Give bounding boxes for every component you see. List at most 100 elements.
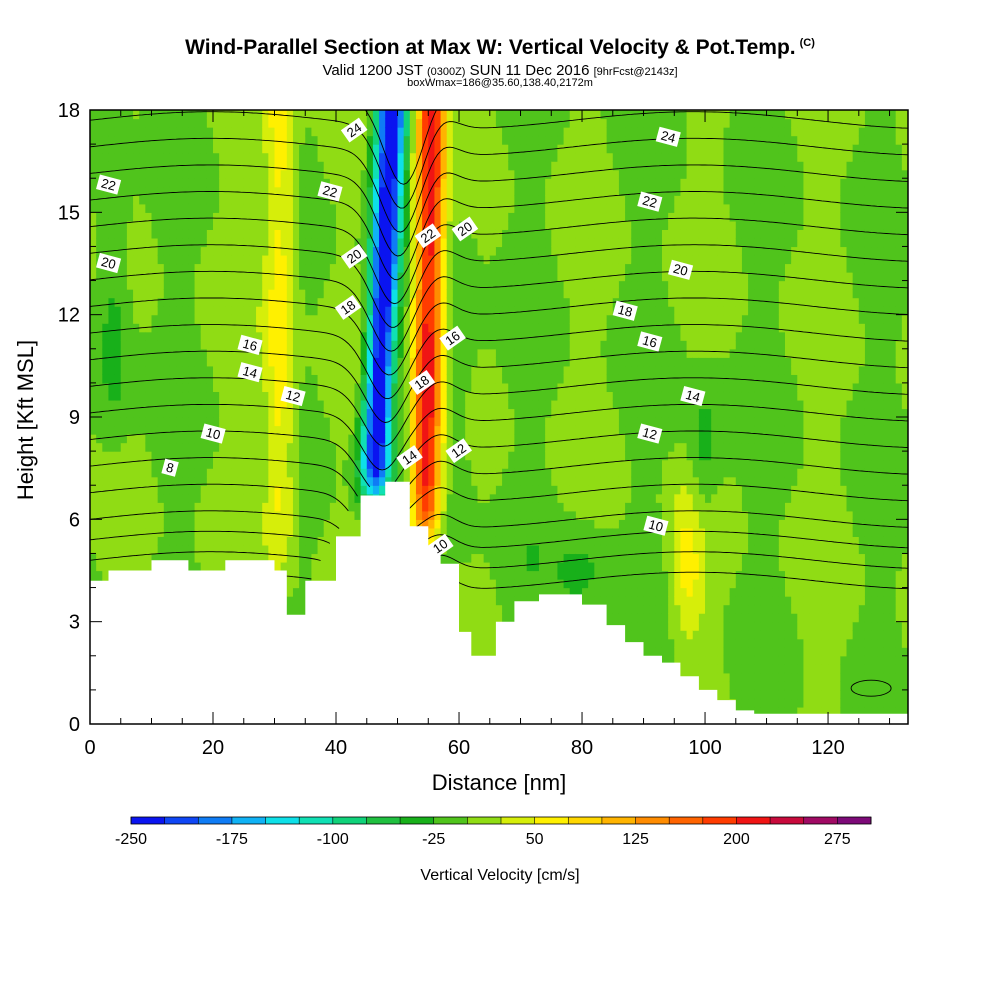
velocity-cell [133, 323, 140, 333]
velocity-cell [126, 434, 134, 444]
velocity-cell [323, 365, 331, 375]
velocity-cell [409, 519, 417, 529]
velocity-cell [145, 553, 153, 563]
velocity-cell [336, 314, 343, 324]
velocity-cell [385, 374, 392, 384]
velocity-cell [415, 476, 423, 486]
velocity-cell [311, 476, 319, 486]
velocity-cell [311, 186, 319, 196]
velocity-cell [305, 561, 313, 572]
velocity-cell [434, 340, 442, 350]
velocity-cell [133, 169, 140, 179]
velocity-cell [219, 459, 226, 469]
velocity-cell [440, 374, 448, 384]
velocity-cell [157, 374, 165, 384]
velocity-cell [483, 220, 491, 230]
velocity-cell [299, 493, 306, 503]
velocity-cell [133, 485, 140, 495]
velocity-cell [188, 331, 196, 341]
velocity-cell [465, 613, 472, 623]
velocity-cell [317, 144, 325, 154]
velocity-cell [151, 314, 159, 324]
velocity-cell [225, 553, 233, 563]
velocity-cell [489, 408, 497, 418]
velocity-cell [409, 306, 417, 316]
velocity-cell [225, 485, 233, 495]
velocity-cell [256, 203, 263, 213]
velocity-cell [372, 220, 380, 230]
velocity-cell [256, 417, 263, 427]
velocity-cell [219, 144, 226, 154]
velocity-cell [446, 289, 454, 299]
velocity-cell [317, 399, 325, 410]
velocity-cell [280, 272, 288, 282]
velocity-cell [391, 348, 399, 358]
velocity-cell [256, 195, 263, 205]
velocity-cell [465, 152, 472, 162]
velocity-cell [489, 493, 497, 503]
velocity-cell [508, 314, 515, 324]
velocity-cell [415, 314, 423, 324]
velocity-cell [459, 408, 466, 418]
velocity-cell [182, 425, 190, 435]
velocity-cell [231, 314, 239, 324]
velocity-cell [286, 451, 294, 461]
velocity-cell [489, 434, 497, 444]
velocity-cell [145, 127, 153, 137]
velocity-cell [231, 178, 239, 188]
velocity-cell [262, 237, 269, 248]
velocity-cell [508, 519, 515, 529]
velocity-cell [126, 493, 134, 503]
velocity-cell [348, 272, 356, 282]
velocity-cell [428, 246, 436, 256]
velocity-cell [305, 527, 313, 537]
velocity-cell [446, 161, 454, 171]
velocity-cell [120, 382, 128, 393]
velocity-cell [249, 408, 257, 418]
velocity-cell [108, 561, 116, 572]
velocity-cell [108, 502, 116, 512]
velocity-cell [114, 195, 122, 205]
velocity-cell [336, 280, 343, 290]
velocity-cell [182, 348, 190, 358]
velocity-cell [366, 178, 374, 188]
velocity-cell [434, 391, 442, 401]
velocity-cell [342, 357, 349, 367]
velocity-cell [90, 331, 97, 341]
velocity-cell [415, 186, 423, 196]
velocity-cell [213, 263, 220, 273]
velocity-cell [360, 314, 368, 324]
velocity-cell [292, 254, 300, 265]
velocity-cell [452, 527, 460, 537]
velocity-cell [90, 161, 97, 171]
velocity-cell [256, 110, 263, 120]
velocity-cell [446, 254, 454, 265]
velocity-cell [342, 152, 349, 162]
velocity-cell [256, 306, 263, 316]
velocity-cell [219, 110, 226, 120]
velocity-cell [379, 110, 386, 120]
velocity-cell [372, 254, 380, 265]
velocity-cell [495, 408, 503, 418]
velocity-cell [102, 357, 110, 367]
velocity-cell [323, 468, 331, 478]
velocity-cell [108, 544, 116, 555]
velocity-cell [256, 544, 263, 555]
velocity-cell [102, 144, 110, 154]
velocity-cell [452, 425, 460, 435]
velocity-cell [225, 306, 233, 316]
velocity-cell [157, 340, 165, 350]
velocity-cell [372, 152, 380, 162]
velocity-cell [342, 203, 349, 213]
velocity-cell [415, 502, 423, 512]
velocity-cell [133, 237, 140, 248]
velocity-cell [182, 323, 190, 333]
velocity-cell [385, 408, 392, 418]
velocity-cell [372, 161, 380, 171]
velocity-cell [483, 161, 491, 171]
velocity-cell [329, 459, 337, 469]
velocity-cell [126, 178, 134, 188]
velocity-cell [305, 468, 313, 478]
velocity-cell [108, 127, 116, 137]
velocity-cell [139, 510, 146, 520]
